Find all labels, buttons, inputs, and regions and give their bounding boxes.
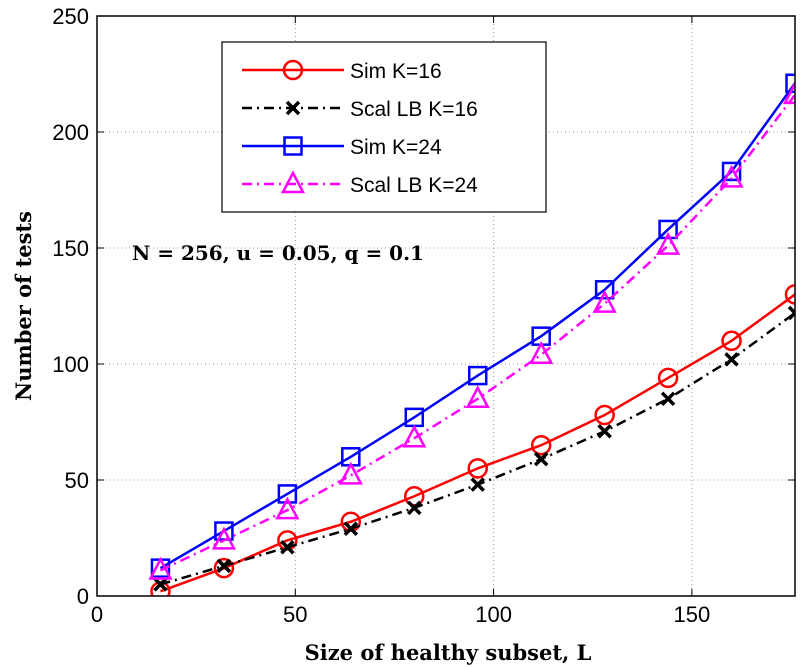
data-point [211,526,236,550]
series-line [160,311,795,586]
y-axis-label: Number of tests [11,211,36,401]
data-point [657,367,679,389]
legend-marker [285,100,301,116]
legend-label: Scal LB K=16 [350,98,478,121]
x-axis-label: Size of healthy subset, L [305,640,592,665]
data-point [594,280,615,300]
series-line [160,293,795,593]
y-tick-label: 150 [52,236,89,261]
data-point [280,540,295,555]
data-point [275,496,300,520]
y-tick-label: 250 [52,4,89,29]
y-tick-label: 0 [77,584,89,609]
series-clip-group [148,73,795,596]
series-scal-lb-k-24 [148,81,795,580]
data-point [724,352,739,367]
data-point [277,484,298,504]
legend-label: Scal LB K=24 [350,174,478,197]
data-point [407,500,422,516]
data-point [594,404,615,426]
plot-frame [96,15,796,597]
data-point [658,219,678,240]
data-point [784,284,795,305]
series-scal-lb-k-16 [153,305,795,592]
data-point [338,461,363,485]
data-point [719,164,744,188]
data-point [721,330,742,352]
data-point [467,458,488,479]
x-tick-label: 100 [475,602,512,627]
axis-ticks: 0 50 100 150 0 50 100 150 200 250 [52,4,795,627]
series-line [159,94,795,572]
data-point [656,231,681,255]
data-point [343,521,359,536]
legend-label: Sim K=16 [350,60,442,83]
data-point [597,424,612,439]
legend-label: Sim K=24 [350,136,442,159]
x-tick-label: 0 [91,602,103,627]
data-point [530,434,552,456]
legend-marker [282,59,304,81]
series-layer [148,73,795,596]
data-point [213,557,235,579]
data-point [785,73,795,94]
data-point [592,289,617,313]
legend-marker [283,136,303,156]
data-point [467,365,488,386]
data-point [533,451,549,467]
data-point [148,556,173,580]
data-point [782,81,795,105]
data-point [216,558,232,574]
series-sim-k-24 [150,73,795,578]
data-point [787,305,795,321]
data-point [529,341,554,364]
data-point [402,424,427,448]
series-line [159,82,795,570]
data-point [153,577,168,592]
x-tick-label: 50 [283,602,307,627]
y-tick-label: 50 [65,468,89,493]
legend-marker [280,170,306,194]
parameter-annotation: N = 256, u = 0.05, q = 0.1 [132,241,424,265]
data-point [404,485,425,507]
data-point [470,477,485,492]
data-point [660,391,676,407]
y-tick-label: 200 [52,120,89,145]
y-tick-label: 100 [52,352,89,377]
data-point [465,385,490,409]
x-tick-label: 150 [674,602,711,627]
legend: Sim K=16 Scal LB K=16 Sim K=24 Scal LB K=24 [221,41,547,213]
series-sim-k-16 [150,284,795,596]
